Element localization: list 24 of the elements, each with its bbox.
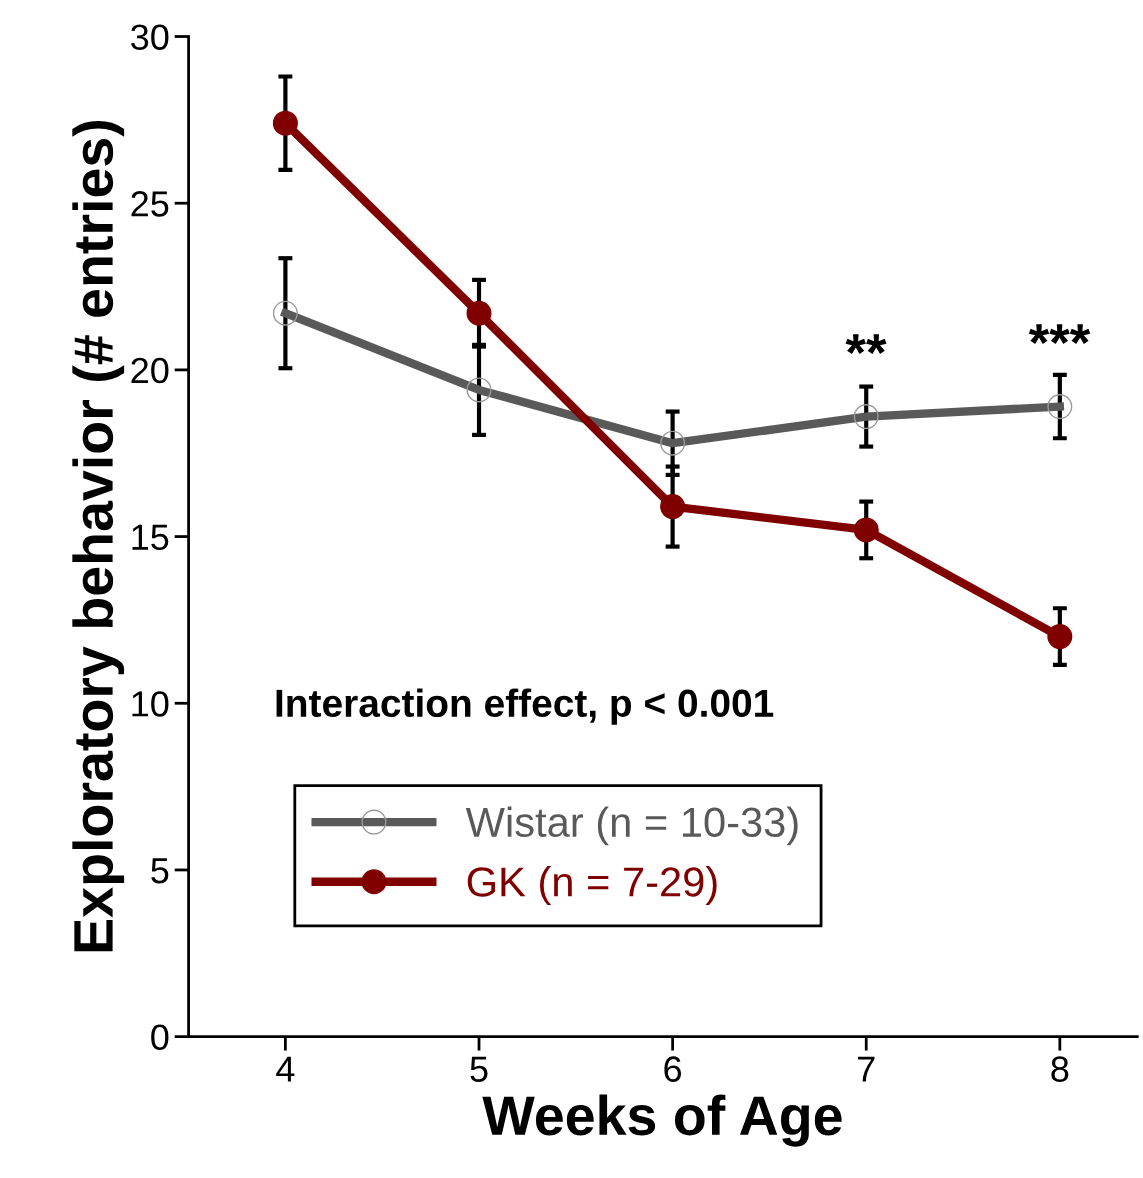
y-tick-label: 25	[131, 191, 169, 217]
point	[660, 494, 686, 520]
point	[853, 517, 879, 543]
x-tick-label: 5	[470, 1056, 488, 1082]
y-tick-label: 0	[151, 1024, 169, 1051]
y-tick-label: 30	[131, 24, 169, 50]
legend-label: Wistar (n = 10-33)	[465, 806, 798, 846]
annotation: **	[845, 334, 887, 354]
y-tick-label: 5	[151, 858, 169, 884]
annotation: ***	[1028, 324, 1091, 344]
x-axis-title: Weeks of Age	[482, 1094, 842, 1147]
y-tick-label: 10	[132, 691, 169, 717]
x-tick-label: 7	[858, 1056, 875, 1082]
y-tick-label: 20	[131, 357, 169, 384]
point	[1047, 624, 1073, 650]
point	[272, 110, 298, 136]
x-tick-label: 6	[664, 1056, 682, 1082]
x-tick-label: 8	[1051, 1056, 1069, 1082]
point	[466, 300, 492, 326]
annotation: Interaction effect, p < 0.001	[276, 688, 774, 725]
x-tick-label: 4	[276, 1056, 295, 1082]
y-axis-title: Exploratory behavior (# entries)	[72, 120, 125, 952]
legend-label: GK (n = 7-29)	[467, 866, 717, 905]
y-tick-label: 15	[132, 524, 169, 551]
